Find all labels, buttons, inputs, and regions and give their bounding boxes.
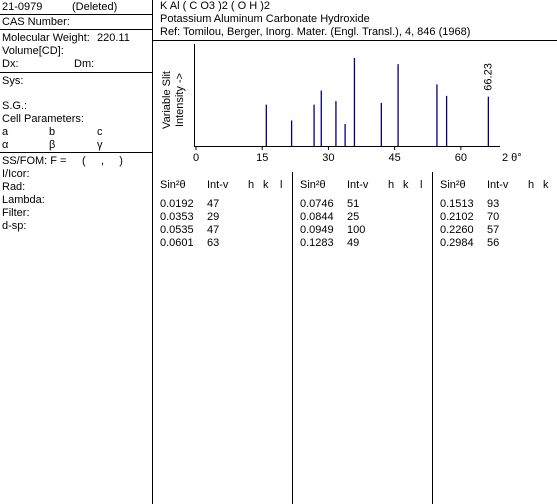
table-header: k bbox=[263, 179, 269, 191]
table-cell: 0.2102 bbox=[440, 211, 474, 223]
label: γ bbox=[97, 139, 103, 151]
table-header: Sin²θ bbox=[440, 179, 466, 191]
label: β bbox=[49, 139, 55, 151]
card-number: 21-0979 bbox=[2, 1, 42, 13]
label: Dm: bbox=[74, 58, 94, 70]
table-cell: 47 bbox=[207, 198, 219, 210]
label: a bbox=[2, 126, 9, 138]
table-cell: 0.0746 bbox=[300, 198, 334, 210]
table-cell: 0.0601 bbox=[160, 237, 194, 249]
table-cell: 0.0949 bbox=[300, 224, 334, 236]
label: Cell Parameters: bbox=[2, 113, 84, 125]
table-cell: 56 bbox=[487, 237, 499, 249]
compound-name: Potassium Aluminum Carbonate Hydroxide bbox=[160, 13, 370, 25]
table-header: h bbox=[528, 179, 534, 191]
x-tick-label: 15 bbox=[256, 152, 268, 164]
label: Sys: bbox=[2, 75, 23, 87]
value: 220.11 bbox=[97, 32, 130, 44]
table-cell: 51 bbox=[347, 198, 359, 210]
table-cell: 0.2260 bbox=[440, 224, 474, 236]
label: I/Icor: bbox=[2, 168, 30, 180]
label: CAS Number: bbox=[2, 16, 70, 28]
table-cell: 0.2984 bbox=[440, 237, 474, 249]
table-header: l bbox=[280, 179, 282, 191]
table-cell: 100 bbox=[347, 224, 365, 236]
table-header: Int-v bbox=[487, 179, 509, 191]
label: SS/FOM: F = bbox=[2, 155, 66, 167]
table-cell: 0.0192 bbox=[160, 198, 194, 210]
x-axis-label: 2 θ° bbox=[502, 152, 522, 164]
label: d-sp: bbox=[2, 220, 26, 232]
y-axis-label: Variable Slit bbox=[161, 71, 173, 129]
table-header: h bbox=[248, 179, 254, 191]
label: b bbox=[49, 126, 55, 138]
table-header: Sin²θ bbox=[160, 179, 186, 191]
label: Volume[CD]: bbox=[2, 45, 64, 57]
card-status: (Deleted) bbox=[72, 1, 117, 13]
label: Rad: bbox=[2, 181, 25, 193]
table-cell: 25 bbox=[347, 211, 359, 223]
formula: K Al ( C O3 )2 ( O H )2 bbox=[160, 0, 270, 12]
x-tick-label: 0 bbox=[193, 152, 199, 164]
table-header: l bbox=[420, 179, 422, 191]
table-cell: 70 bbox=[487, 211, 499, 223]
table-header: h bbox=[388, 179, 394, 191]
table-header: Int-v bbox=[347, 179, 369, 191]
table-cell: 93 bbox=[487, 198, 499, 210]
table-cell: 47 bbox=[207, 224, 219, 236]
x-tick-label: 30 bbox=[322, 152, 334, 164]
table-cell: 29 bbox=[207, 211, 219, 223]
label: Lambda: bbox=[2, 194, 45, 206]
table-cell: 0.1513 bbox=[440, 198, 474, 210]
peak-label: 66.23 bbox=[482, 63, 494, 91]
label: α bbox=[2, 139, 9, 151]
label: S.G.: bbox=[2, 100, 27, 112]
label: Dx: bbox=[2, 58, 19, 70]
table-cell: 57 bbox=[487, 224, 499, 236]
table-cell: 0.0535 bbox=[160, 224, 194, 236]
x-tick-label: 60 bbox=[455, 152, 467, 164]
label: Molecular Weight: bbox=[2, 32, 90, 44]
table-cell: 0.0353 bbox=[160, 211, 194, 223]
table-cell: 49 bbox=[347, 237, 359, 249]
table-header: k bbox=[543, 179, 549, 191]
label: ( , ) bbox=[82, 155, 123, 167]
table-cell: 0.0844 bbox=[300, 211, 334, 223]
y-axis-label: Intensity -> bbox=[174, 73, 186, 127]
table-header: k bbox=[403, 179, 409, 191]
table-header: Sin²θ bbox=[300, 179, 326, 191]
table-cell: 63 bbox=[207, 237, 219, 249]
label: c bbox=[97, 126, 103, 138]
x-tick-label: 45 bbox=[389, 152, 401, 164]
reference: Ref: Tomilou, Berger, Inorg. Mater. (Eng… bbox=[160, 26, 470, 38]
table-cell: 0.1283 bbox=[300, 237, 334, 249]
label: Filter: bbox=[2, 207, 30, 219]
table-header: Int-v bbox=[207, 179, 229, 191]
